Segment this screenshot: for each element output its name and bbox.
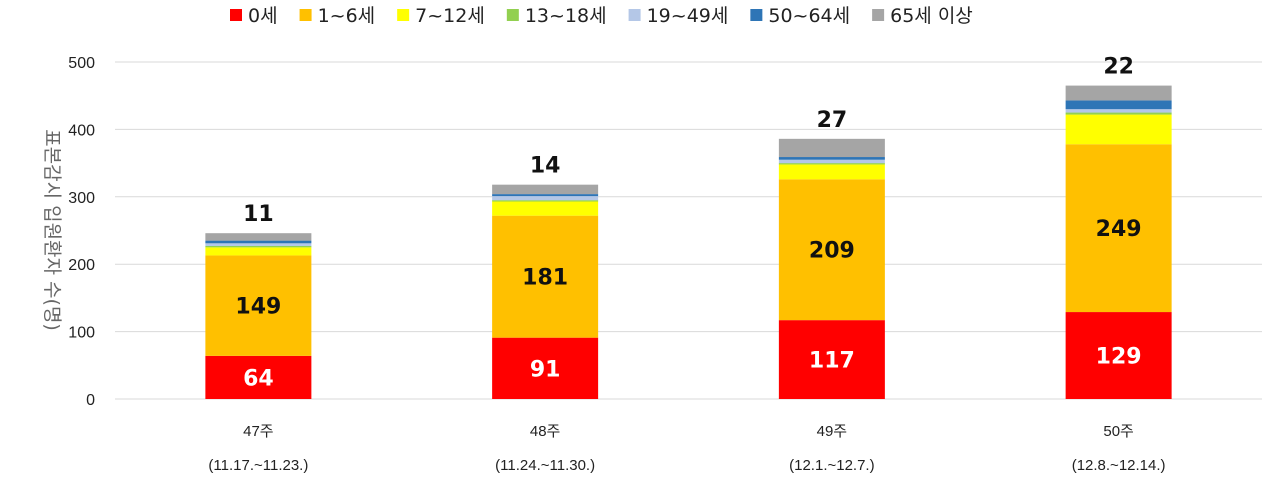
bar-segment xyxy=(492,200,599,202)
legend-label: 19~49세 xyxy=(647,5,729,27)
bar-segment xyxy=(1065,109,1172,113)
x-tick-sublabel: (11.24.~11.30.) xyxy=(495,457,595,474)
bar-segment xyxy=(492,194,599,197)
bar-segment xyxy=(205,247,312,256)
bar-segment xyxy=(205,240,312,244)
data-label: 149 xyxy=(235,295,281,320)
bar-segment xyxy=(1065,312,1172,399)
bar-segment xyxy=(492,184,599,195)
bar-segment xyxy=(778,163,885,165)
bar-segment xyxy=(778,138,885,158)
y-tick-label: 500 xyxy=(68,55,95,72)
bar-segment xyxy=(492,196,599,201)
legend-swatch xyxy=(872,9,885,21)
data-label: 64 xyxy=(243,366,274,391)
legend-label: 7~12세 xyxy=(415,5,485,27)
bar-segment xyxy=(205,246,312,248)
y-tick-label: 0 xyxy=(86,392,95,409)
legend-swatch xyxy=(750,9,763,21)
bar-segment xyxy=(492,215,599,338)
bar-segment xyxy=(1065,112,1172,115)
legend-swatch xyxy=(628,9,641,21)
bar-segment xyxy=(778,157,885,160)
bar-segment xyxy=(778,164,885,180)
bar-segment xyxy=(205,233,312,241)
legend-label: 0세 xyxy=(248,5,278,27)
x-tick-sublabel: (11.17.~11.23.) xyxy=(208,457,308,474)
bars xyxy=(205,85,1172,399)
data-label: 129 xyxy=(1096,345,1142,370)
data-label: 117 xyxy=(809,349,855,374)
bar-segment xyxy=(1065,114,1172,145)
legend-swatch xyxy=(397,9,410,21)
bar-segment xyxy=(778,320,885,399)
bar-segment xyxy=(1065,85,1172,101)
legend-swatch xyxy=(230,9,242,21)
y-tick-label: 300 xyxy=(68,190,95,207)
legend-swatch xyxy=(299,9,312,21)
data-label: 11 xyxy=(243,202,274,227)
y-axis-label: 표본감시 입원환자 수(명) xyxy=(41,129,63,331)
x-tick-label: 47주 xyxy=(243,423,274,440)
x-tick-label: 48주 xyxy=(530,423,561,440)
x-axis-categories: 47주 (11.17.~11.23.) 48주 (11.24.~11.30.) 49주 (… xyxy=(208,423,1165,474)
bar-segment xyxy=(1065,100,1172,110)
data-label: 22 xyxy=(1103,55,1134,80)
y-axis-ticks: 0 100 200 300 400 500 xyxy=(68,55,95,409)
x-tick-sublabel: (12.1.~12.7.) xyxy=(789,457,874,474)
bar-segment xyxy=(205,255,312,356)
data-label: 209 xyxy=(809,239,855,264)
data-label: 14 xyxy=(530,154,561,179)
data-label: 27 xyxy=(817,108,848,133)
x-tick-label: 49주 xyxy=(817,423,848,440)
data-label: 181 xyxy=(522,266,568,291)
data-labels: 64 149 11 91 181 14 117 209 27 129 249 22 xyxy=(235,55,1141,392)
bar-segment xyxy=(492,201,599,216)
x-tick-sublabel: (12.8.~12.14.) xyxy=(1072,457,1166,474)
bar-segment xyxy=(778,179,885,321)
bar-segment xyxy=(778,159,885,164)
data-label: 249 xyxy=(1096,217,1142,242)
y-tick-label: 400 xyxy=(68,122,95,139)
legend-label: 1~6세 xyxy=(318,5,376,27)
data-label: 91 xyxy=(530,357,561,382)
legend: 0세 1~6세 7~12세 13~18세 19~49세 50~64세 65세 이상 xyxy=(230,5,973,27)
y-tick-label: 200 xyxy=(68,257,95,274)
legend-swatch xyxy=(506,9,519,21)
bar-segment xyxy=(205,355,312,399)
bar-segment xyxy=(205,243,312,247)
bar-segment xyxy=(492,337,599,399)
bar-segment xyxy=(1065,144,1172,313)
x-tick-label: 50주 xyxy=(1103,423,1134,440)
legend-label: 50~64세 xyxy=(768,5,850,27)
legend-label: 13~18세 xyxy=(525,5,607,27)
y-tick-label: 100 xyxy=(68,325,95,342)
legend-label: 65세 이상 xyxy=(890,5,973,27)
